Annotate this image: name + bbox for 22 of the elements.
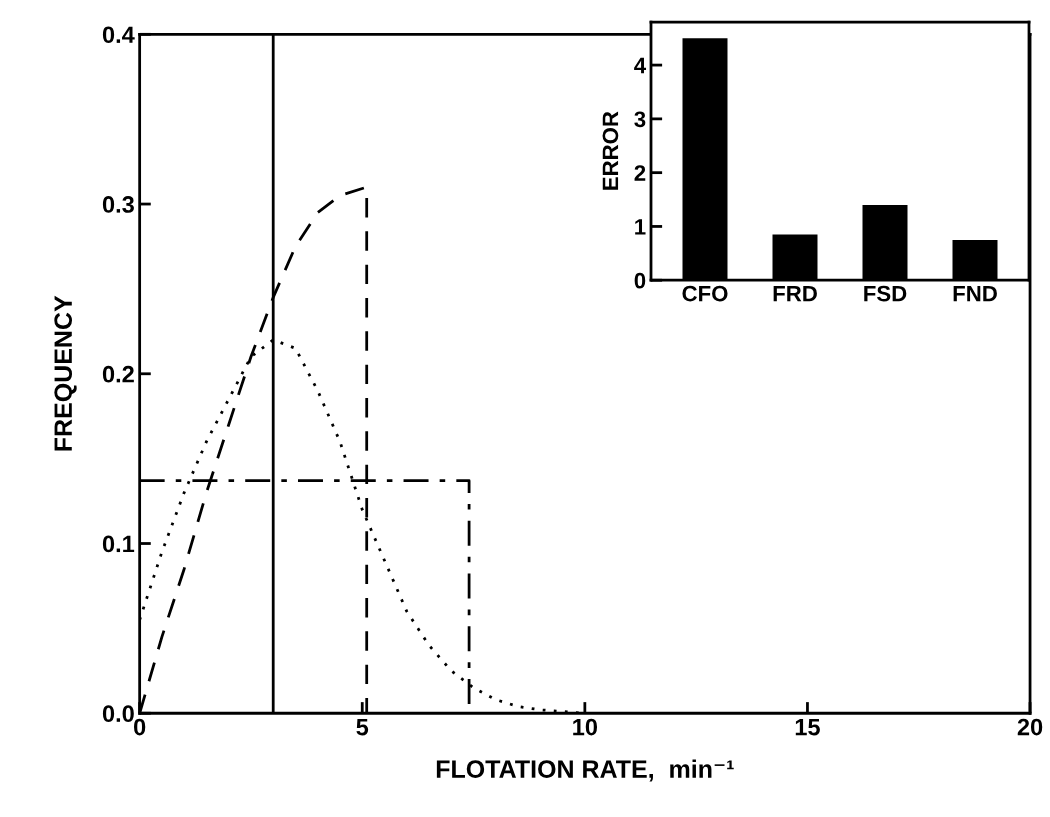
y-tick-label: 0.0: [102, 705, 134, 723]
x-axis-title: FLOTATION RATE, min⁻¹: [436, 759, 734, 782]
y-tick-label: 2: [634, 165, 646, 181]
x-tick-label: 5: [356, 718, 369, 736]
x-tick-label: 15: [795, 718, 820, 736]
x-tick-label: 0: [134, 718, 146, 736]
y-tick-label: 0.2: [102, 365, 134, 383]
y-tick-label: 1: [635, 219, 646, 235]
x-tick-label: FND: [953, 285, 997, 302]
x-tick-label: FSD: [864, 285, 907, 302]
y-tick-label: 0.3: [102, 196, 134, 213]
y-axis-title: ERROR: [602, 111, 619, 190]
y-tick-label: 0: [634, 272, 646, 289]
x-tick-label: FRD: [773, 285, 817, 302]
x-tick-label: CFO: [682, 285, 728, 302]
y-tick-label: 3: [634, 111, 646, 128]
y-axis-title: FREQUENCY: [54, 295, 77, 451]
x-tick-label: 10: [573, 718, 598, 736]
y-tick-label: 0.4: [102, 26, 135, 44]
y-tick-label: 0.1: [102, 535, 135, 553]
x-tick-label: 20: [1017, 718, 1043, 736]
y-tick-label: 4: [634, 57, 647, 74]
